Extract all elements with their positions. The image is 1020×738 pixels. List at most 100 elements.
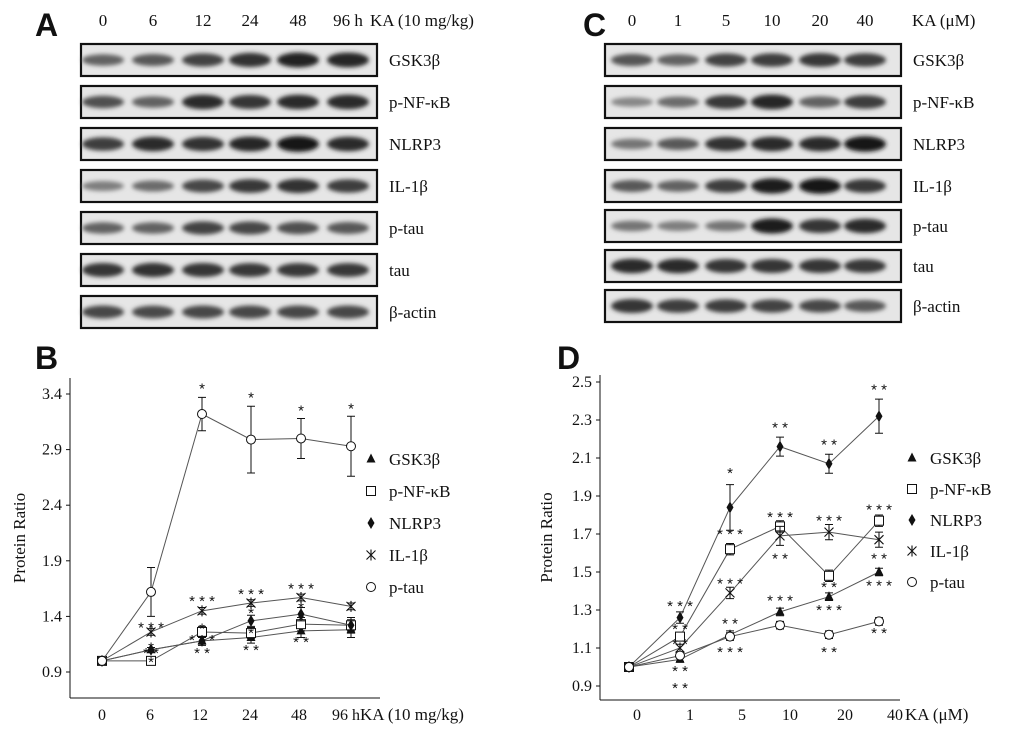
x-tick-label: 40 xyxy=(887,707,903,724)
marker-circle xyxy=(907,577,917,587)
blot-band xyxy=(82,222,124,234)
marker-square xyxy=(824,570,834,581)
y-tick-label: 2.9 xyxy=(42,442,62,459)
significance-mark: * * xyxy=(672,636,688,653)
band-group xyxy=(611,178,886,194)
blot-band xyxy=(705,179,747,193)
panel-letter-c: C xyxy=(583,7,606,43)
blot-strip xyxy=(603,42,903,78)
marker-square xyxy=(675,631,685,642)
significance-mark: * * * xyxy=(767,593,793,610)
line-chart-panel-d: 0.9 1.1 1.3 1.5 1.7 1.9 2.1 2.3 2.5 0 1 5 10 20 40 KA (… xyxy=(537,374,991,724)
marker-triangle xyxy=(775,606,785,616)
y-tick-label: 3.4 xyxy=(42,386,62,403)
protein-label: IL-1β xyxy=(913,177,952,196)
marker-circle xyxy=(624,662,634,672)
blot-strip xyxy=(79,126,379,162)
x-axis-title: KA (μM) xyxy=(905,705,968,724)
marker-diamond xyxy=(347,619,355,632)
band-group xyxy=(611,94,886,110)
marker-diamond xyxy=(676,611,684,624)
series-line xyxy=(101,613,352,662)
significance-mark: * xyxy=(248,605,254,622)
significance-mark: * xyxy=(199,380,205,397)
blot-strip xyxy=(79,42,379,78)
lane-label: 0 xyxy=(99,11,108,30)
blot-band xyxy=(277,178,319,194)
blot-band xyxy=(229,263,271,277)
y-axis-title: Protein Ratio xyxy=(537,492,556,582)
marker-square xyxy=(246,628,256,639)
marker-circle xyxy=(296,433,306,444)
protein-label: NLRP3 xyxy=(913,135,965,154)
x-tick-label: 5 xyxy=(738,707,746,724)
significance-mark: * * xyxy=(821,437,837,454)
legend-label: p-tau xyxy=(930,573,965,592)
y-tick-label: 2.1 xyxy=(572,450,592,467)
band-group xyxy=(82,221,369,235)
significance-mark: * * * xyxy=(189,632,215,649)
blot-band xyxy=(844,300,886,312)
x-tick-label: 96 h xyxy=(332,707,360,724)
y-tick-label: 1.9 xyxy=(42,553,62,570)
x-tick-label: 1 xyxy=(686,707,694,724)
blot-band xyxy=(277,136,319,152)
legend-label: GSK3β xyxy=(389,450,440,469)
blot-band xyxy=(327,263,369,277)
blot-band xyxy=(657,180,699,192)
marker-square xyxy=(874,515,884,526)
blot-band xyxy=(799,178,841,194)
legend-item: NLRP3 xyxy=(367,514,441,533)
legend-label: NLRP3 xyxy=(930,511,982,530)
marker-star xyxy=(907,545,917,557)
blot-band xyxy=(327,52,369,68)
blot-band xyxy=(705,220,747,232)
blot-band xyxy=(705,136,747,152)
blot-band xyxy=(327,222,369,234)
y-tick-label: 0.9 xyxy=(42,664,62,681)
legend-item: p-NF-κB xyxy=(907,480,991,499)
significance-mark: * * xyxy=(293,634,309,651)
series-NLRP3 xyxy=(625,398,883,673)
series-line xyxy=(628,415,880,668)
significance-mark: * xyxy=(727,465,733,482)
series-IL-1β xyxy=(624,524,884,673)
panel-letter-b: B xyxy=(35,340,58,376)
x-tick-label: 12 xyxy=(192,707,208,724)
blot-band xyxy=(182,221,224,235)
blot-band xyxy=(705,299,747,313)
significance-mark: * * xyxy=(821,644,837,661)
significance-mark: * * xyxy=(672,680,688,697)
blot-band xyxy=(277,263,319,277)
blot-band xyxy=(182,179,224,193)
significance-mark: * xyxy=(248,389,254,406)
marker-triangle xyxy=(907,452,917,462)
legend-label: IL-1β xyxy=(389,546,428,565)
series-line xyxy=(628,620,880,668)
blot-band xyxy=(277,94,319,110)
marker-circle xyxy=(346,441,356,452)
blot-band xyxy=(229,136,271,152)
blot-band xyxy=(844,179,886,193)
blot-band xyxy=(751,218,793,234)
blot-band xyxy=(229,52,271,68)
significance-mark: * * xyxy=(772,551,788,568)
significance-mark: * xyxy=(348,400,354,417)
significance-mark: * * * xyxy=(288,581,314,598)
protein-label: p-NF-κB xyxy=(389,93,450,112)
significance-mark: * * * xyxy=(717,575,743,592)
blot-band xyxy=(182,53,224,67)
blot-band xyxy=(229,305,271,319)
marker-square xyxy=(725,544,735,555)
y-tick-label: 1.4 xyxy=(42,608,62,625)
marker-triangle xyxy=(824,591,834,601)
significance-mark: * xyxy=(298,403,304,420)
marker-star xyxy=(366,549,376,561)
marker-diamond xyxy=(297,608,305,621)
marker-diamond xyxy=(198,634,206,647)
blot-strip xyxy=(79,210,379,246)
marker-circle xyxy=(197,409,207,420)
marker-diamond xyxy=(776,440,784,453)
blot-band xyxy=(277,305,319,319)
x-tick-label: 10 xyxy=(782,707,798,724)
